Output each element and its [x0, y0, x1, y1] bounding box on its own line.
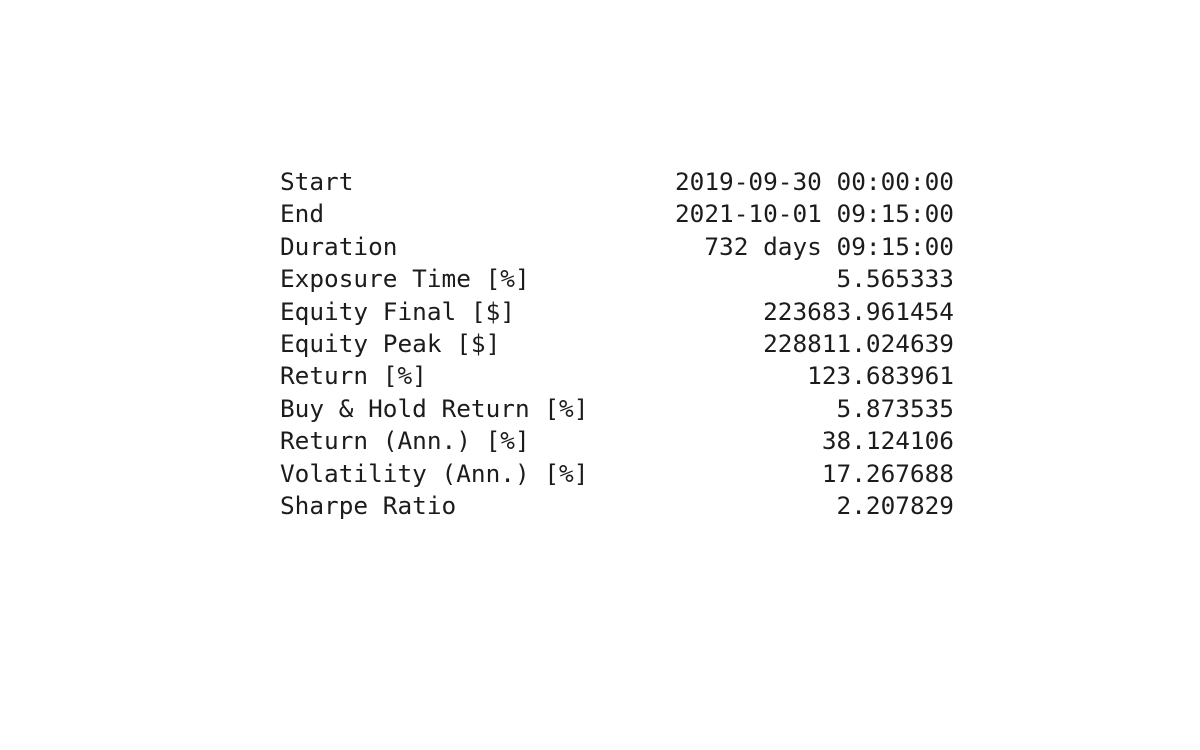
stat-label: Equity Peak [$]: [280, 328, 501, 358]
stat-value: 123.683961: [807, 361, 954, 391]
stat-label: End: [280, 199, 325, 229]
stat-value: 5.873535: [836, 393, 954, 423]
stat-value: 732 days 09:15:00: [704, 231, 954, 261]
stat-value: 2021-10-01 09:15:00: [674, 199, 954, 229]
stat-row-exposure-time: Exposure Time [%] 5.565333: [280, 263, 954, 295]
stat-row-start: Start 2019-09-30 00:00:00: [280, 166, 954, 198]
stat-value: 17.267688: [821, 458, 954, 488]
stat-value: 223683.961454: [763, 296, 954, 326]
stat-label: Duration: [280, 231, 398, 261]
backtest-stats-table: Start 2019-09-30 00:00:00 End 2021-10-01…: [280, 166, 954, 522]
stat-row-sharpe-ratio: Sharpe Ratio 2.207829: [280, 490, 954, 522]
stat-label: Buy & Hold Return [%]: [280, 393, 589, 423]
stat-label: Equity Final [$]: [280, 296, 515, 326]
stat-row-volatility-ann: Volatility (Ann.) [%] 17.267688: [280, 458, 954, 490]
stat-row-duration: Duration 732 days 09:15:00: [280, 231, 954, 263]
stat-label: Return (Ann.) [%]: [280, 426, 530, 456]
stat-row-return-ann: Return (Ann.) [%] 38.124106: [280, 425, 954, 457]
stat-value: 5.565333: [836, 264, 954, 294]
stat-value: 38.124106: [821, 426, 954, 456]
stat-row-end: End 2021-10-01 09:15:00: [280, 198, 954, 230]
stat-label: Sharpe Ratio: [280, 490, 457, 520]
stat-value: 2.207829: [836, 490, 954, 520]
stat-value: 2019-09-30 00:00:00: [674, 167, 954, 196]
stat-label: Return [%]: [280, 361, 427, 391]
stat-label: Start: [280, 167, 354, 196]
stat-label: Volatility (Ann.) [%]: [280, 458, 589, 488]
stat-row-equity-peak: Equity Peak [$] 228811.024639: [280, 328, 954, 360]
stat-row-equity-final: Equity Final [$] 223683.961454: [280, 296, 954, 328]
stat-value: 228811.024639: [763, 328, 954, 358]
stat-row-return: Return [%] 123.683961: [280, 360, 954, 392]
stat-row-buy-hold-return: Buy & Hold Return [%] 5.873535: [280, 393, 954, 425]
stat-label: Exposure Time [%]: [280, 264, 530, 294]
